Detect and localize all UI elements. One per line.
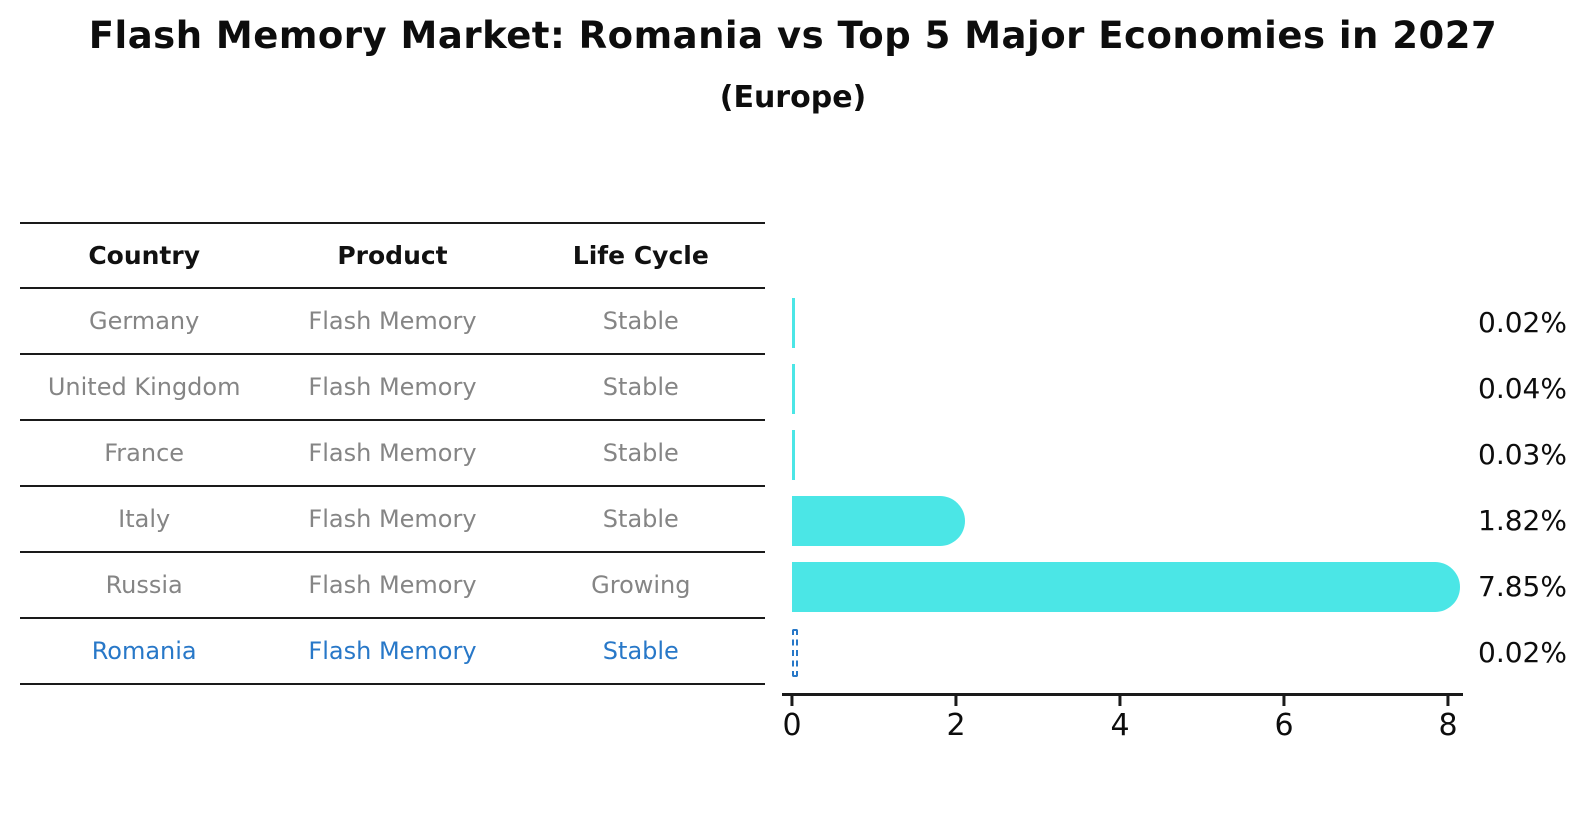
bar-france xyxy=(792,430,795,480)
table-row-italy: Italy Flash Memory Stable xyxy=(20,487,765,553)
cell-country: France xyxy=(104,439,185,467)
value-label-russia: 7.85% xyxy=(1478,570,1567,603)
page-title: Flash Memory Market: Romania vs Top 5 Ma… xyxy=(88,14,1498,57)
value-label-france: 0.03% xyxy=(1478,438,1567,471)
value-label-romania: 0.02% xyxy=(1478,636,1567,669)
x-axis-tick-0: 0 xyxy=(782,696,802,743)
cell-life-cycle: Stable xyxy=(602,637,679,665)
tick-label: 0 xyxy=(782,708,802,743)
cell-life-cycle: Stable xyxy=(602,307,679,335)
tick-mark xyxy=(1282,696,1286,706)
tick-label: 2 xyxy=(946,708,966,743)
cell-product: Flash Memory xyxy=(308,505,477,533)
bar-germany xyxy=(792,298,795,348)
value-label-united-kingdom: 0.04% xyxy=(1478,372,1567,405)
tick-mark xyxy=(1446,696,1450,706)
bar-romania xyxy=(792,629,798,677)
cell-product: Flash Memory xyxy=(308,307,477,335)
x-axis-tick-8: 8 xyxy=(1438,696,1458,743)
data-table: Country Product Life Cycle Germany Flash… xyxy=(20,222,765,685)
table-row-romania: Romania Flash Memory Stable xyxy=(20,619,765,685)
table-header-row: Country Product Life Cycle xyxy=(20,222,765,289)
cell-product: Flash Memory xyxy=(308,637,477,665)
bar-chart-plot-area: 0 2 4 6 8 xyxy=(782,222,1463,743)
x-axis-tick-4: 4 xyxy=(1110,696,1130,743)
tick-mark xyxy=(1118,696,1122,706)
cell-life-cycle: Stable xyxy=(602,373,679,401)
cell-country: Russia xyxy=(105,571,183,599)
cell-product: Flash Memory xyxy=(308,571,477,599)
cell-country: Germany xyxy=(89,307,200,335)
cell-product: Flash Memory xyxy=(308,439,477,467)
tick-label: 8 xyxy=(1438,708,1458,743)
x-axis-tick-6: 6 xyxy=(1274,696,1294,743)
cell-life-cycle: Stable xyxy=(602,439,679,467)
cell-product: Flash Memory xyxy=(308,373,477,401)
value-label-germany: 0.02% xyxy=(1478,306,1567,339)
column-header-life-cycle: Life Cycle xyxy=(572,241,709,270)
bar-russia xyxy=(792,562,1460,612)
cell-country: Romania xyxy=(91,637,197,665)
tick-label: 4 xyxy=(1110,708,1130,743)
column-header-product: Product xyxy=(337,241,448,270)
column-header-country: Country xyxy=(88,241,201,270)
cell-life-cycle: Growing xyxy=(591,571,691,599)
cell-life-cycle: Stable xyxy=(602,505,679,533)
x-axis-spine xyxy=(782,693,1463,696)
table-row-france: France Flash Memory Stable xyxy=(20,421,765,487)
tick-mark xyxy=(790,696,794,706)
table-row-germany: Germany Flash Memory Stable xyxy=(20,289,765,355)
bar-united-kingdom xyxy=(792,364,796,414)
cell-country: United Kingdom xyxy=(47,373,241,401)
page-subtitle: (Europe) xyxy=(719,80,867,115)
x-axis-tick-2: 2 xyxy=(946,696,966,743)
cell-country: Italy xyxy=(118,505,171,533)
tick-mark xyxy=(954,696,958,706)
tick-label: 6 xyxy=(1274,708,1294,743)
value-label-italy: 1.82% xyxy=(1478,504,1567,537)
table-row-russia: Russia Flash Memory Growing xyxy=(20,553,765,619)
bar-italy xyxy=(792,496,966,546)
table-row-united-kingdom: United Kingdom Flash Memory Stable xyxy=(20,355,765,421)
